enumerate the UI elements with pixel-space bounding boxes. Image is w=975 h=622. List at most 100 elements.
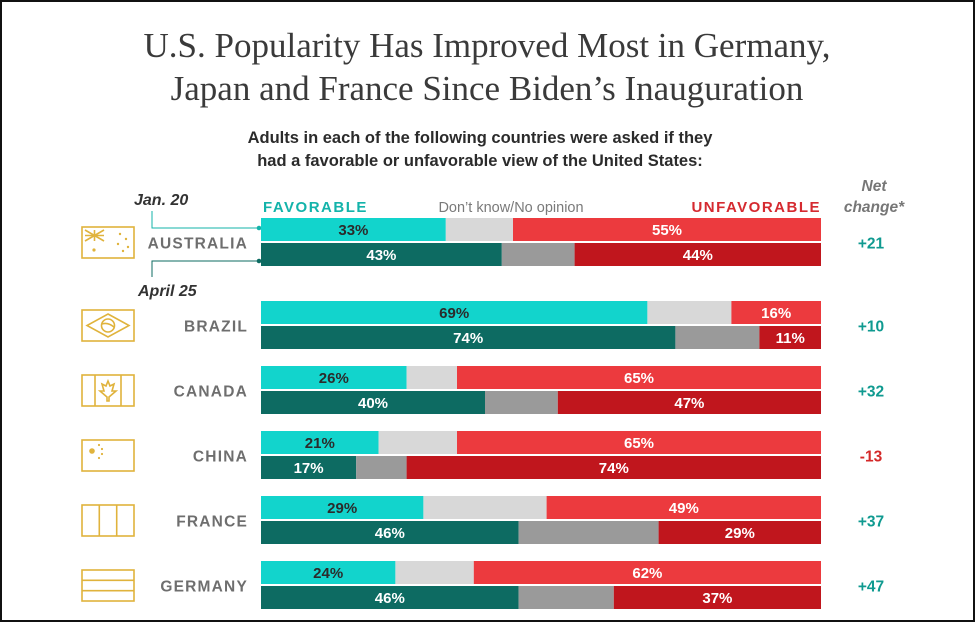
country-label-brazil: BRAZIL	[184, 319, 248, 336]
china-apr-unfavorable-label: 74%	[599, 460, 629, 477]
brazil-apr-unfavorable-bar	[759, 326, 821, 349]
brazil-apr-dont-know-bar	[675, 326, 760, 349]
australia-net-change: +21	[858, 236, 885, 253]
country-label-germany: GERMANY	[160, 579, 248, 596]
canada-jan-favorable-bar	[261, 366, 407, 389]
flag-star	[89, 448, 95, 454]
canada-net-change: +32	[858, 384, 884, 401]
france-apr-dont-know-bar	[518, 521, 659, 544]
flag-detail	[101, 322, 115, 328]
canada-apr-unfavorable-label: 47%	[674, 395, 704, 412]
australia-flag-border	[81, 226, 135, 259]
australia-jan-unfavorable-label: 55%	[652, 222, 682, 239]
germany-jan-unfavorable-bar	[473, 561, 821, 584]
canada-flag-icon	[81, 374, 135, 407]
germany-apr-unfavorable-bar	[613, 586, 821, 609]
country-label-australia: AUSTRALIA	[148, 236, 248, 253]
chart-title-line-1: U.S. Popularity Has Improved Most in Ger…	[144, 26, 831, 65]
france-flag-icon	[81, 504, 135, 537]
australia-apr-favorable-label: 43%	[366, 247, 396, 264]
france-apr-unfavorable-bar	[658, 521, 821, 544]
flag-star	[97, 456, 101, 460]
china-jan-dont-know-bar	[378, 431, 457, 454]
canada-flag-border	[81, 374, 135, 407]
france-jan-favorable-bar	[261, 496, 424, 519]
flag-star	[126, 245, 130, 249]
france-apr-unfavorable-label: 29%	[725, 525, 755, 542]
canada-apr-unfavorable-bar	[557, 391, 821, 414]
flag-star	[100, 447, 104, 451]
chart-title-line-2: Japan and France Since Biden’s Inaugurat…	[171, 69, 804, 108]
china-apr-favorable-label: 17%	[294, 460, 324, 477]
germany-jan-dont-know-bar	[395, 561, 474, 584]
australia-apr-favorable-bar	[261, 243, 502, 266]
germany-jan-unfavorable-label: 62%	[632, 565, 662, 582]
country-rows: AUSTRALIA 33% 55% 43% 44% +21 BRAZIL 69% 16% 74% 1…	[81, 218, 885, 609]
country-label-france: FRANCE	[176, 514, 248, 531]
flag-detail	[85, 313, 131, 338]
france-net-change: +37	[858, 514, 884, 531]
canada-jan-unfavorable-label: 65%	[624, 370, 654, 387]
chart-subtitle-line-1: Adults in each of the following countrie…	[248, 129, 714, 147]
brazil-jan-unfavorable-bar	[731, 301, 821, 324]
france-apr-favorable-bar	[261, 521, 519, 544]
canada-apr-dont-know-bar	[485, 391, 558, 414]
flag-detail	[100, 318, 116, 333]
australia-jan-dont-know-bar	[445, 218, 513, 241]
germany-jan-favorable-label: 24%	[313, 565, 343, 582]
france-jan-dont-know-bar	[423, 496, 547, 519]
chart-subtitle-line-2: had a favorable or unfavorable view of t…	[257, 152, 703, 170]
jan-leader-line	[151, 211, 259, 229]
germany-net-change: +47	[858, 579, 884, 596]
china-flag-icon	[81, 439, 135, 472]
brazil-jan-favorable-bar	[261, 301, 648, 324]
brazil-jan-dont-know-bar	[647, 301, 732, 324]
date-label-apr: April 25	[137, 283, 198, 300]
canada-jan-dont-know-bar	[406, 366, 457, 389]
net-change-header-line-2: change*	[844, 199, 905, 216]
australia-apr-unfavorable-bar	[574, 243, 821, 266]
germany-apr-dont-know-bar	[518, 586, 614, 609]
legend-dont-know: Don’t know/No opinion	[438, 200, 583, 216]
canada-jan-unfavorable-bar	[457, 366, 821, 389]
country-label-canada: CANADA	[174, 384, 248, 401]
china-jan-favorable-label: 21%	[305, 435, 335, 452]
china-apr-unfavorable-bar	[406, 456, 821, 479]
germany-apr-unfavorable-label: 37%	[702, 590, 732, 607]
flag-star	[100, 452, 104, 456]
china-jan-favorable-bar	[261, 431, 379, 454]
australia-jan-unfavorable-bar	[513, 218, 821, 241]
flag-detail	[97, 378, 119, 402]
australia-apr-dont-know-bar	[501, 243, 575, 266]
brazil-jan-favorable-label: 69%	[439, 305, 469, 322]
france-flag-border	[81, 504, 135, 537]
apr-leader-line	[151, 260, 259, 277]
net-change-header-line-1: Net	[862, 178, 888, 195]
brazil-apr-favorable-bar	[261, 326, 676, 349]
flag-star	[92, 248, 96, 252]
germany-flag-icon	[81, 569, 135, 602]
australia-jan-favorable-label: 33%	[338, 222, 368, 239]
china-jan-unfavorable-label: 65%	[624, 435, 654, 452]
china-net-change: -13	[860, 449, 883, 466]
flag-star	[124, 237, 128, 241]
brazil-apr-unfavorable-label: 11%	[776, 330, 805, 347]
germany-flag-border	[81, 569, 135, 602]
australia-apr-unfavorable-label: 44%	[683, 247, 713, 264]
date-label-jan: Jan. 20	[134, 192, 188, 209]
china-apr-favorable-bar	[261, 456, 357, 479]
germany-jan-favorable-bar	[261, 561, 396, 584]
legend-unfavorable: UNFAVORABLE	[691, 199, 821, 216]
country-label-china: CHINA	[193, 449, 248, 466]
australia-jan-favorable-bar	[261, 218, 446, 241]
germany-apr-favorable-bar	[261, 586, 519, 609]
legend-favorable: FAVORABLE	[263, 199, 368, 216]
canada-jan-favorable-label: 26%	[319, 370, 349, 387]
jan-leader-dot	[256, 225, 262, 231]
france-jan-favorable-label: 29%	[327, 500, 357, 517]
china-flag-border	[81, 439, 135, 472]
china-jan-unfavorable-bar	[457, 431, 821, 454]
canada-apr-favorable-bar	[261, 391, 485, 414]
